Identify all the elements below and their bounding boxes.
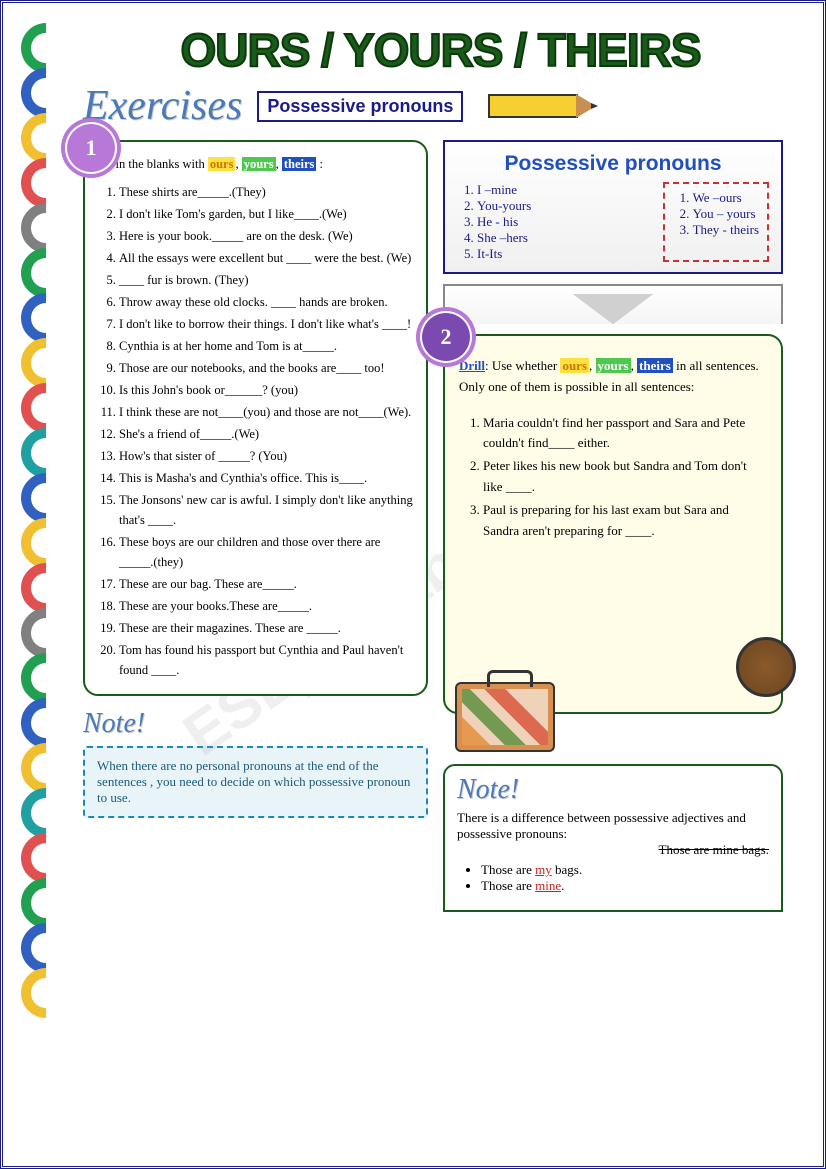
ex1-item: Here is your book._____ are on the desk.… — [119, 226, 416, 246]
ex2-list: Maria couldn't find her passport and Sar… — [459, 413, 767, 542]
badge-1: 1 — [65, 122, 117, 174]
ex1-item: How's that sister of _____? (You) — [119, 446, 416, 466]
note2-text: There is a difference between possessive… — [457, 810, 769, 842]
ex1-item: These are our bag. These are_____. — [119, 574, 416, 594]
ex1-item: Cynthia is at her home and Tom is at____… — [119, 336, 416, 356]
ex1-item: Throw away these old clocks. ____ hands … — [119, 292, 416, 312]
ex1-item: These shirts are_____.(They) — [119, 182, 416, 202]
ex2-item: Paul is preparing for his last exam but … — [483, 500, 767, 542]
ex2-item: Maria couldn't find her passport and Sar… — [483, 413, 767, 455]
exercise-1-box: 1 Fill in the blanks with ours, yours, t… — [83, 140, 428, 696]
arrow-connector — [443, 284, 783, 324]
pronouns-title: Possessive pronouns — [457, 152, 769, 176]
note2-heading: Note! — [457, 774, 769, 806]
ex1-intro: Fill in the blanks with ours, yours, the… — [95, 154, 416, 174]
note1-box: When there are no personal pronouns at t… — [83, 746, 428, 818]
tambourine-icon — [736, 637, 796, 697]
pronouns-left-list: I –mineYou-yoursHe - hisShe –hersIt-Its — [457, 182, 653, 262]
exercise-2-box: 2 Drill: Use whether ours, yours, theirs… — [443, 334, 783, 714]
worksheet-page: ESLprintables.com OURS / YOURS / THEIRS … — [0, 0, 826, 1169]
ex1-item: These are their magazines. These are ___… — [119, 618, 416, 638]
ex1-item: Tom has found his passport but Cynthia a… — [119, 640, 416, 680]
note1-heading: Note! — [83, 708, 428, 740]
ex1-item: Is this John's book or______? (you) — [119, 380, 416, 400]
right-column: Possessive pronouns I –mineYou-yoursHe -… — [443, 140, 783, 912]
note2-list: Those are my bags. Those are mine. — [457, 862, 769, 894]
pronouns-right-list: We –oursYou – yoursThey - theirs — [673, 190, 759, 238]
left-column: 1 Fill in the blanks with ours, yours, t… — [83, 140, 428, 912]
ex1-item: Those are our notebooks, and the books a… — [119, 358, 416, 378]
note2-box: Note! There is a difference between poss… — [443, 764, 783, 912]
pencil-icon — [478, 94, 598, 118]
ex1-item: I don't like Tom's garden, but I like___… — [119, 204, 416, 224]
ex1-item: These are your books.These are_____. — [119, 596, 416, 616]
ex1-item: I don't like to borrow their things. I d… — [119, 314, 416, 334]
ex2-item: Peter likes his new book but Sandra and … — [483, 456, 767, 498]
exercises-label: Exercises — [83, 82, 242, 130]
ex1-item: ____ fur is brown. (They) — [119, 270, 416, 290]
ex1-item: This is Masha's and Cynthia's office. Th… — [119, 468, 416, 488]
subtitle-row: Exercises Possessive pronouns — [83, 82, 798, 130]
ex1-item: I think these are not____(you) and those… — [119, 402, 416, 422]
ex2-intro: Drill: Use whether ours, yours, theirs i… — [459, 356, 767, 398]
ex1-item: She's a friend of_____.(We) — [119, 424, 416, 444]
topic-badge: Possessive pronouns — [257, 91, 463, 122]
columns: 1 Fill in the blanks with ours, yours, t… — [83, 140, 798, 912]
page-title: OURS / YOURS / THEIRS — [83, 23, 798, 77]
strike-example: Those are mine bags. — [659, 842, 769, 857]
suitcase-icon — [455, 682, 555, 752]
badge-2: 2 — [420, 311, 472, 363]
ex1-list: These shirts are_____.(They)I don't like… — [95, 182, 416, 680]
ex1-item: These boys are our children and those ov… — [119, 532, 416, 572]
ex1-item: All the essays were excellent but ____ w… — [119, 248, 416, 268]
pronouns-box: Possessive pronouns I –mineYou-yoursHe -… — [443, 140, 783, 274]
ex1-item: The Jonsons' new car is awful. I simply … — [119, 490, 416, 530]
decorative-border — [21, 23, 76, 1143]
